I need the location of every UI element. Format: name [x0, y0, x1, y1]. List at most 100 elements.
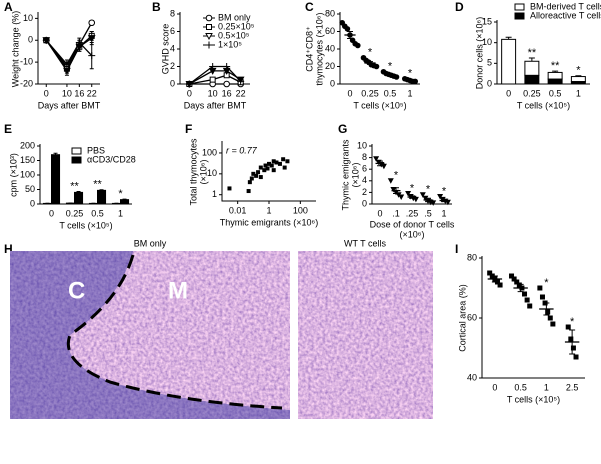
- significance-label: *: [576, 65, 581, 77]
- point: [227, 186, 231, 190]
- significance-label: *: [118, 188, 123, 200]
- y-tick-label: 10: [23, 13, 33, 23]
- bar: [525, 61, 539, 75]
- panel-label: C: [305, 0, 314, 14]
- x-tick-label: 1: [118, 208, 123, 218]
- x-axis-label: Dose of donor T cells: [370, 219, 455, 229]
- y-axis-label: CD4⁺CD8⁺: [304, 26, 314, 72]
- annotation: r = 0.77: [226, 145, 258, 155]
- y-tick-label: 1: [212, 189, 217, 199]
- x-tick-label: 0.25: [523, 88, 541, 98]
- sem-bar: [407, 80, 413, 81]
- y-tick-label: 8: [362, 152, 367, 162]
- point: [272, 168, 276, 172]
- legend-swatch: [515, 4, 524, 10]
- legend-label: 1×10⁵: [218, 39, 242, 49]
- x-tick-label: 0.5: [91, 208, 104, 218]
- y-tick-label: 200: [20, 140, 35, 150]
- bar: [548, 79, 562, 84]
- x-tick-label: 22: [87, 88, 97, 98]
- panel-label: F: [185, 122, 192, 136]
- y-axis-label: thymocytes (×10⁶): [314, 13, 324, 86]
- y-axis-label: cpm (×10³): [8, 153, 18, 197]
- y-tick-label: 8: [170, 8, 175, 18]
- x-axis-label: Days after BMT: [38, 100, 101, 110]
- legend-marker: [206, 15, 212, 21]
- point: [250, 176, 254, 180]
- marker: [89, 20, 95, 26]
- region-label: M: [168, 277, 188, 304]
- error-bar: [123, 199, 127, 200]
- y-axis-label: GVHD score: [160, 24, 170, 75]
- marker: [398, 195, 404, 201]
- bar: [52, 155, 60, 204]
- y-tick-label: 60: [467, 312, 477, 322]
- x-tick-label: 16: [74, 88, 84, 98]
- x-tick-label: 10: [62, 88, 72, 98]
- marker: [550, 322, 555, 327]
- y-tick-label: 6: [362, 164, 367, 174]
- significance-label: *: [408, 68, 413, 80]
- x-tick-label: 1: [407, 88, 412, 98]
- y-tick-label: 0: [28, 35, 33, 45]
- y-tick-label: 0: [362, 198, 367, 208]
- x-tick-label: 0: [492, 382, 497, 392]
- y-tick-label: 10: [357, 140, 367, 150]
- point: [270, 164, 274, 168]
- bar: [502, 39, 516, 84]
- x-tick-label: .1: [392, 208, 400, 218]
- x-tick-label: 0: [506, 88, 511, 98]
- x-axis-label: Days after BMT: [184, 100, 247, 110]
- y-tick-label: 2: [362, 187, 367, 197]
- x-axis-label: Thymic emigrants (×10⁶): [220, 217, 318, 227]
- point: [274, 160, 278, 164]
- point: [254, 174, 258, 178]
- point: [259, 175, 263, 179]
- y-tick-label: 0: [30, 198, 35, 208]
- marker: [355, 43, 361, 49]
- significance-label: **: [93, 179, 102, 191]
- bar: [525, 75, 539, 84]
- marker: [412, 79, 418, 85]
- x-tick-label: 0.5: [514, 382, 527, 392]
- marker: [374, 64, 380, 70]
- significance-label: *: [394, 170, 399, 182]
- point: [283, 166, 287, 170]
- y-tick-label: 0: [170, 78, 175, 88]
- point: [256, 170, 260, 174]
- point: [278, 162, 282, 166]
- point: [285, 159, 289, 163]
- y-tick-label: 40: [325, 43, 335, 53]
- point: [281, 157, 285, 161]
- marker: [522, 292, 527, 297]
- significance-label: *: [410, 182, 415, 194]
- panel-label: I: [455, 242, 458, 256]
- x-tick-label: 0: [347, 88, 352, 98]
- y-axis-label: Donor cells (×10⁶): [474, 17, 484, 89]
- marker: [540, 295, 545, 300]
- significance-label: **: [70, 180, 79, 192]
- marker: [527, 304, 532, 309]
- x-tick-label: 10: [208, 88, 218, 98]
- marker: [224, 81, 230, 87]
- x-axis-label: T cells (×10⁵): [517, 100, 570, 110]
- x-tick-label: 1: [544, 382, 549, 392]
- point: [265, 167, 269, 171]
- y-tick-label: 10: [207, 168, 217, 178]
- significance-label: **: [528, 47, 537, 59]
- marker: [210, 77, 215, 82]
- significance-label: *: [442, 185, 447, 197]
- bar: [75, 192, 83, 204]
- x-tick-label: 0.25: [66, 208, 84, 218]
- legend-label: Alloreactive T cells: [530, 10, 601, 20]
- x-axis-label: T cells (×10⁵): [59, 220, 112, 230]
- legend-swatch: [72, 148, 81, 154]
- y-axis-label: (×10⁶): [350, 163, 360, 188]
- y-axis-label: Cortical area (%): [457, 284, 467, 352]
- significance-label: *: [388, 61, 393, 73]
- x-tick-label: 2.5: [566, 382, 579, 392]
- marker: [574, 355, 579, 360]
- image-title: BM only: [134, 238, 167, 248]
- x-tick-label: 0.5: [384, 88, 397, 98]
- marker: [548, 316, 553, 321]
